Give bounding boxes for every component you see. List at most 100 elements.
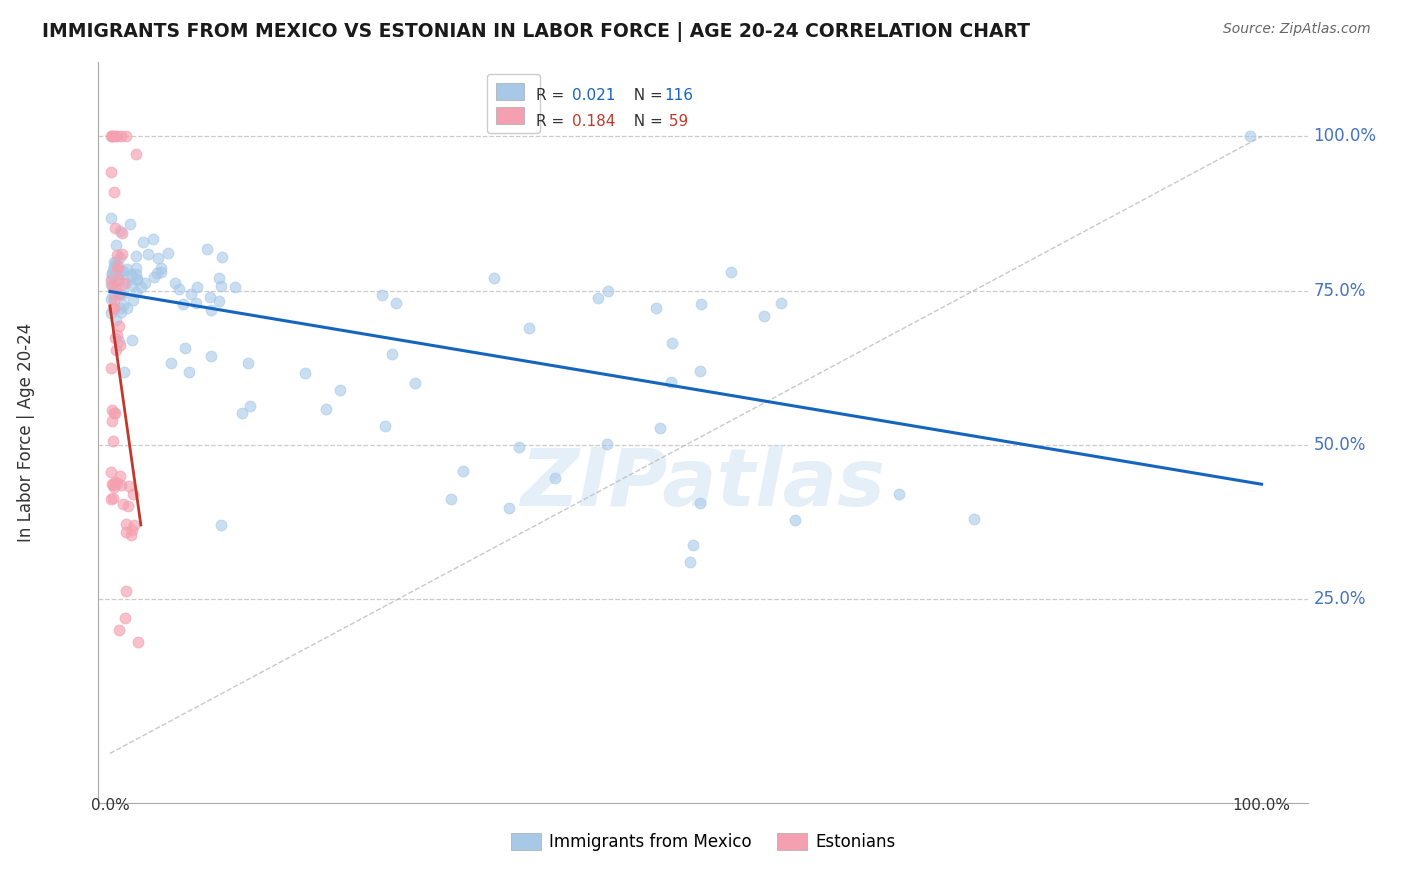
Point: [121, 333, 143, 347]
Point: [208, 271, 231, 285]
Point: [689, 364, 711, 378]
Point: [689, 496, 711, 510]
Point: [783, 513, 806, 527]
Point: [104, 257, 127, 271]
Point: [100, 211, 122, 225]
Point: [120, 528, 142, 542]
Point: [544, 470, 567, 484]
Point: [143, 270, 166, 285]
Point: [111, 298, 134, 312]
Point: [294, 366, 316, 380]
Point: [108, 266, 131, 280]
Point: [184, 295, 207, 310]
Text: N =: N =: [624, 114, 668, 129]
Point: [136, 247, 159, 261]
Point: [101, 263, 124, 277]
Point: [115, 301, 138, 315]
Point: [112, 264, 135, 278]
Point: [101, 477, 124, 491]
Point: [110, 250, 132, 264]
Point: [108, 338, 131, 352]
Point: [101, 476, 124, 491]
Point: [120, 278, 142, 293]
Point: [115, 524, 138, 539]
Point: [172, 297, 194, 311]
Point: [163, 276, 186, 290]
Point: [114, 517, 136, 532]
Point: [110, 301, 132, 316]
Point: [127, 272, 149, 286]
Point: [103, 185, 125, 199]
Point: [167, 282, 190, 296]
Point: [231, 406, 253, 420]
Point: [103, 259, 125, 273]
Point: [129, 280, 152, 294]
Point: [100, 272, 122, 286]
Point: [110, 264, 132, 278]
Point: [108, 334, 131, 349]
Point: [110, 246, 132, 260]
Point: [125, 147, 148, 161]
Point: [105, 129, 128, 144]
Point: [103, 406, 125, 420]
Point: [118, 479, 141, 493]
Point: [107, 266, 129, 280]
Point: [142, 232, 165, 246]
Text: R =: R =: [536, 88, 569, 103]
Point: [104, 221, 127, 235]
Point: [174, 341, 197, 355]
Point: [115, 277, 138, 291]
Point: [371, 288, 394, 302]
Point: [103, 254, 125, 268]
Point: [239, 399, 262, 413]
Point: [103, 434, 125, 448]
Point: [112, 276, 135, 290]
Point: [100, 491, 122, 506]
Point: [125, 260, 148, 275]
Point: [100, 129, 122, 144]
Point: [111, 497, 134, 511]
Text: Source: ZipAtlas.com: Source: ZipAtlas.com: [1223, 22, 1371, 37]
Point: [111, 226, 134, 240]
Point: [121, 293, 143, 308]
Point: [101, 267, 124, 281]
Point: [104, 256, 127, 270]
Point: [120, 268, 142, 283]
Text: 25.0%: 25.0%: [1313, 591, 1365, 608]
Point: [146, 251, 169, 265]
Point: [209, 279, 232, 293]
Text: ZIPatlas: ZIPatlas: [520, 445, 886, 524]
Point: [150, 261, 173, 276]
Text: R =: R =: [536, 114, 569, 129]
Text: N =: N =: [624, 88, 668, 103]
Point: [110, 478, 132, 492]
Point: [156, 245, 179, 260]
Point: [103, 293, 125, 308]
Point: [236, 356, 259, 370]
Point: [104, 281, 127, 295]
Point: [125, 267, 148, 281]
Point: [114, 611, 136, 625]
Point: [690, 297, 713, 311]
Point: [145, 266, 167, 280]
Point: [112, 287, 135, 301]
Point: [180, 286, 202, 301]
Point: [125, 273, 148, 287]
Text: 100.0%: 100.0%: [1313, 128, 1376, 145]
Point: [224, 280, 246, 294]
Point: [125, 249, 148, 263]
Point: [498, 501, 520, 516]
Point: [586, 291, 609, 305]
Text: IMMIGRANTS FROM MEXICO VS ESTONIAN IN LABOR FORCE | AGE 20-24 CORRELATION CHART: IMMIGRANTS FROM MEXICO VS ESTONIAN IN LA…: [42, 22, 1031, 42]
Text: 0.0%: 0.0%: [90, 797, 129, 813]
Point: [105, 237, 128, 252]
Point: [117, 262, 139, 277]
Point: [107, 259, 129, 273]
Text: 0.021: 0.021: [572, 88, 616, 103]
Point: [661, 336, 683, 351]
Point: [962, 512, 984, 526]
Point: [110, 129, 132, 144]
Point: [374, 419, 396, 434]
Point: [208, 294, 231, 309]
Point: [122, 518, 145, 533]
